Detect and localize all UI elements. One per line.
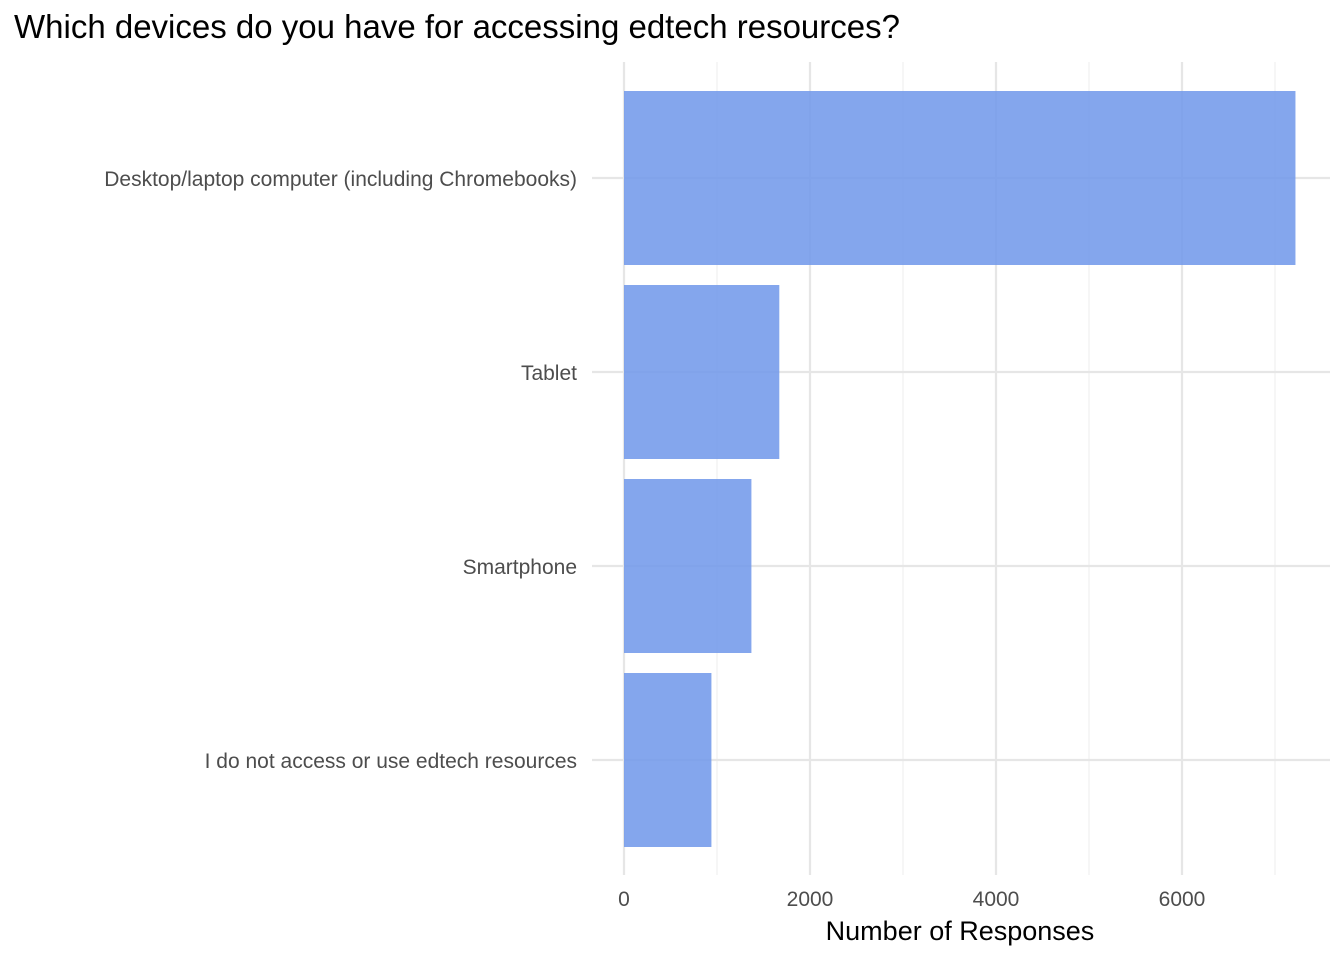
x-tick-label: 4000 bbox=[973, 888, 1020, 911]
y-tick-label: Tablet bbox=[521, 362, 577, 385]
bars-layer bbox=[624, 91, 1296, 847]
x-axis-labels: 0 2000 4000 6000 bbox=[618, 888, 1205, 911]
x-tick-label: 6000 bbox=[1159, 888, 1206, 911]
bar bbox=[624, 673, 712, 847]
bar bbox=[624, 91, 1296, 265]
bar bbox=[624, 285, 780, 459]
x-tick-label: 0 bbox=[618, 888, 630, 911]
bar bbox=[624, 479, 752, 653]
y-axis-labels: Desktop/laptop computer (including Chrom… bbox=[104, 168, 577, 773]
x-tick-label: 2000 bbox=[787, 888, 834, 911]
y-tick-label: I do not access or use edtech resources bbox=[205, 750, 577, 773]
x-axis-title: Number of Responses bbox=[826, 916, 1095, 946]
y-tick-label: Smartphone bbox=[463, 556, 577, 579]
y-tick-label: Desktop/laptop computer (including Chrom… bbox=[104, 168, 577, 191]
chart-title: Which devices do you have for accessing … bbox=[14, 8, 900, 45]
